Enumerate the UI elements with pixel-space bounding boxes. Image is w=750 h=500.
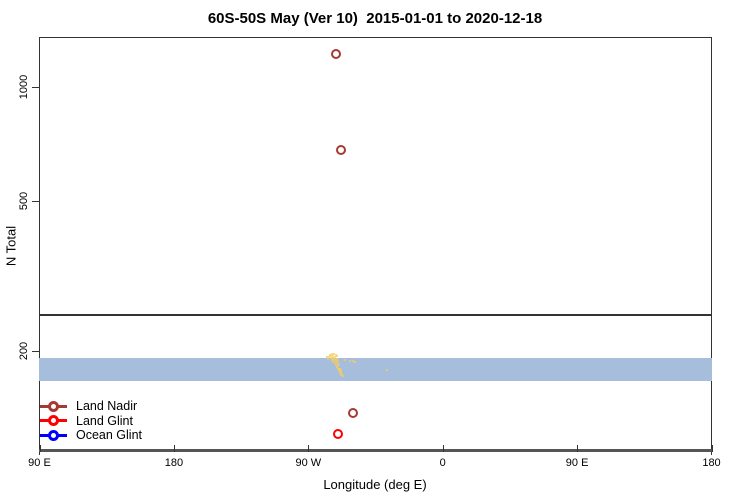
cluster-point	[331, 358, 334, 361]
cluster-point	[335, 360, 338, 363]
x-tick-label: 0	[439, 457, 446, 469]
x-tick	[39, 445, 41, 452]
cluster-point	[332, 358, 335, 361]
y-tick-label: 1000	[18, 74, 30, 100]
legend-item-land-glint: Land Glint	[40, 414, 142, 429]
cluster-point	[335, 365, 338, 368]
data-point-land-nadir	[336, 145, 346, 156]
cluster-point	[325, 356, 328, 359]
cluster-point	[334, 357, 337, 360]
cluster-point	[385, 369, 388, 372]
x-tick-label: 180	[702, 457, 721, 469]
plot-box	[39, 37, 712, 455]
x-tick	[442, 445, 444, 452]
legend: Land Nadir Land Glint Ocean Glint	[40, 399, 142, 443]
x-tick	[308, 445, 310, 452]
cluster-point	[335, 363, 338, 366]
cluster-point	[340, 369, 342, 372]
cluster-point	[327, 357, 329, 360]
x-tick-label: 90 E	[28, 457, 51, 469]
y-tick	[32, 200, 39, 202]
cluster-point	[338, 363, 341, 365]
legend-item-land-nadir: Land Nadir	[40, 399, 142, 414]
y-axis-label: N Total	[3, 225, 19, 267]
legend-label: Ocean Glint	[76, 428, 143, 443]
data-point-land-nadir	[348, 408, 359, 419]
y-tick-label: 500	[18, 191, 30, 210]
x-tick-label: 90 W	[295, 457, 322, 469]
cluster-point	[329, 355, 332, 358]
cluster-point	[328, 354, 331, 357]
cluster-point	[348, 360, 351, 363]
legend-marker-icon	[40, 400, 67, 412]
chart-title: 60S-50S May (Ver 10) 2015-01-01 to 2020-…	[207, 10, 543, 27]
x-axis-label: Longitude (deg E)	[323, 477, 427, 492]
cluster-point	[331, 352, 334, 355]
cluster-point	[332, 352, 335, 355]
data-point-land-nadir	[330, 49, 341, 60]
y-tick-label: 200	[18, 342, 30, 361]
reference-line	[39, 313, 712, 316]
cluster-point	[337, 360, 340, 363]
cluster-point	[340, 371, 342, 374]
cluster-point	[335, 355, 338, 358]
cluster-point	[329, 356, 332, 359]
cluster-point	[338, 368, 341, 371]
cluster-point	[340, 374, 342, 377]
cluster-point	[331, 355, 334, 358]
cluster-point	[331, 361, 334, 364]
legend-marker-icon	[40, 429, 67, 441]
bottom-axis-line	[39, 449, 712, 452]
cluster-point	[354, 361, 357, 364]
legend-marker-icon	[40, 415, 67, 427]
x-tick	[577, 445, 579, 452]
cluster-point	[341, 373, 344, 376]
x-tick	[711, 445, 713, 452]
cluster-point	[334, 362, 337, 365]
cluster-point	[334, 356, 337, 359]
legend-label: Land Nadir	[76, 399, 138, 414]
legend-item-ocean-glint: Ocean Glint	[40, 428, 142, 443]
cluster-point	[344, 358, 347, 361]
cluster-point	[335, 357, 338, 360]
cluster-point	[351, 360, 354, 363]
x-tick-label: 180	[164, 457, 184, 469]
y-tick	[32, 87, 39, 88]
cluster-point	[337, 368, 340, 371]
cluster-point	[328, 356, 331, 359]
highlight-band	[39, 357, 712, 381]
cluster-point	[338, 372, 341, 375]
x-tick	[173, 445, 175, 452]
cluster-point	[337, 364, 340, 367]
data-point-land-glint	[333, 428, 344, 439]
cluster-point	[335, 362, 338, 365]
cluster-point	[331, 356, 334, 359]
legend-label: Land Glint	[76, 413, 133, 428]
x-tick-label: 90 E	[565, 457, 589, 469]
cluster-point	[338, 370, 341, 373]
cluster-point	[341, 374, 344, 377]
y-tick	[32, 351, 39, 353]
